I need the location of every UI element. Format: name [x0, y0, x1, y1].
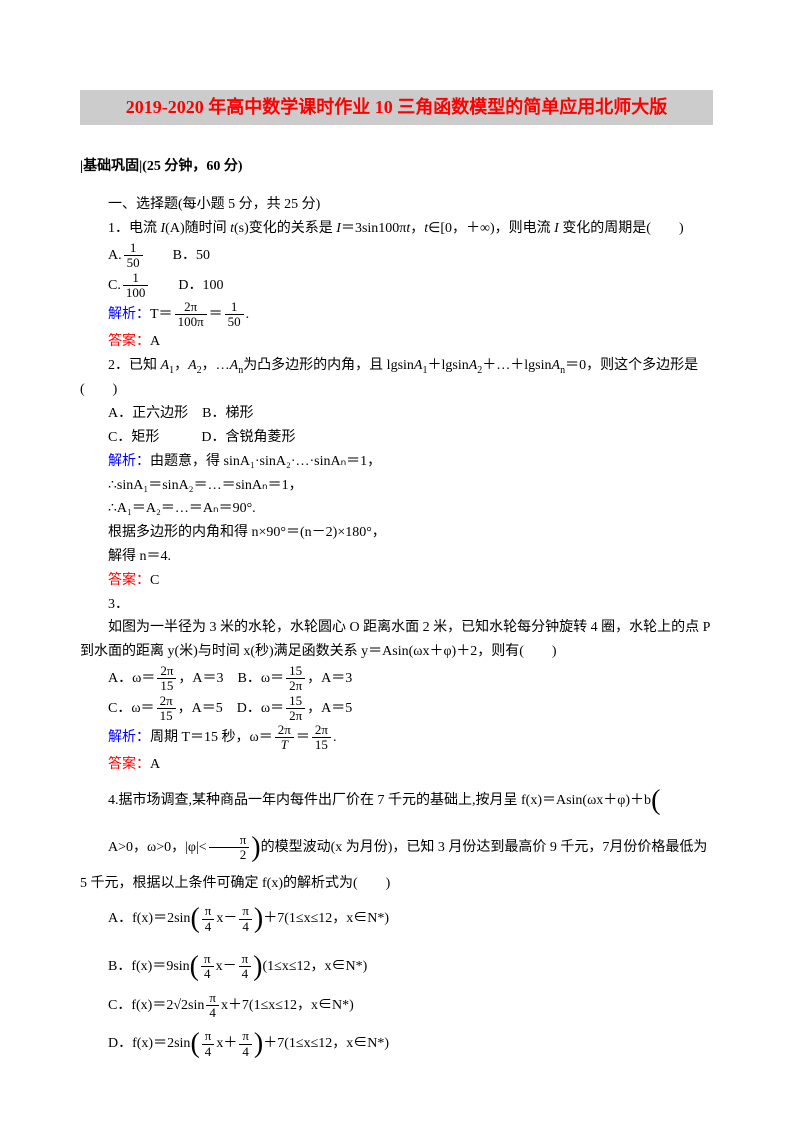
q4-option-a: A．f(x)＝2sin(π4x－π4)＋7(1≤x≤12，x∈N*) [80, 895, 713, 943]
q1-answer: 答案：A [80, 330, 713, 354]
q2-sol1: 解析：由题意，得 sinA₁·sinA₂·…·sinAₙ＝1， [80, 450, 713, 474]
q3-answer: 答案：A [80, 753, 713, 777]
q2-sol2: ∴sinA₁＝sinA₂＝…＝sinAₙ＝1， [80, 474, 713, 498]
section1-header: 一、选择题(每小题 5 分，共 25 分) [80, 193, 713, 217]
q3-text: 如图为一半径为 3 米的水轮，水轮圆心 O 距离水面 2 米，已知水轮每分钟旋转… [80, 616, 713, 664]
q2-sol4: 根据多边形的内角和得 n×90°＝(n－2)×180°， [80, 521, 713, 545]
q1-text: 1．电流 I(A)随时间 t(s)变化的关系是 I＝3sin100πt，t∈[0… [80, 217, 713, 241]
q4-option-d: D．f(x)＝2sin(π4x＋π4)＋7(1≤x≤12，x∈N*) [80, 1020, 713, 1068]
q2-options-ab: A．正六边形 B．梯形 [80, 402, 713, 426]
q2-answer: 答案：C [80, 569, 713, 593]
page-title: 2019-2020 年高中数学课时作业 10 三角函数模型的简单应用北师大版 [80, 90, 713, 125]
q2-sol5: 解得 n＝4. [80, 545, 713, 569]
section-header: |基础巩固|(25 分钟，60 分) [80, 155, 713, 179]
q2-text: 2．已知 A1，A2，…An为凸多边形的内角，且 lgsinA1＋lgsinA2… [80, 354, 713, 403]
q2-sol3: ∴A₁＝A₂＝…＝Aₙ＝90°. [80, 497, 713, 521]
q3-solution: 解析：周期 T＝15 秒，ω＝2πT＝2π15. [80, 723, 713, 753]
q4-option-b: B．f(x)＝9sin(π4x－π4)(1≤x≤12，x∈N*) [80, 943, 713, 991]
q1-options-cd: C.1100 D．100 [80, 271, 713, 301]
q2-options-cd: C．矩形 D．含锐角菱形 [80, 426, 713, 450]
q4-text: 4.据市场调查,某种商品一年内每件出厂价在 7 千元的基础上,按月呈 f(x)＝… [80, 777, 713, 896]
q3-options-ab: A．ω＝2π15，A＝3 B．ω＝152π，A＝3 [80, 664, 713, 694]
q3-num: 3． [80, 593, 713, 617]
q3-options-cd: C．ω＝2π15，A＝5 D．ω＝152π，A＝5 [80, 694, 713, 724]
q1-options-ab: A.150 B．50 [80, 241, 713, 271]
q4-option-c: C．f(x)＝2√2sinπ4x＋7(1≤x≤12，x∈N*) [80, 991, 713, 1021]
q1-solution: 解析：T＝2π100π＝150. [80, 300, 713, 330]
